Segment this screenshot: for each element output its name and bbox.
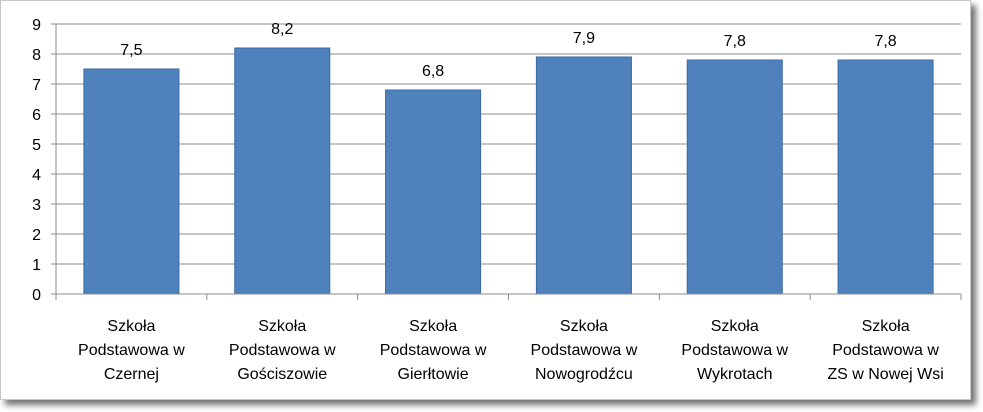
x-category-label-line: Gościszowie: [237, 366, 327, 383]
y-tick-label: 6: [32, 107, 41, 124]
y-axis: 0 1 2 3 4 5 6 7 8 9: [32, 17, 57, 304]
bar: [234, 47, 331, 295]
bar: [385, 89, 482, 295]
x-category-label: Szkoła Podstawowa w Czernej: [78, 318, 185, 383]
y-tick-label: 1: [32, 257, 41, 274]
y-tick-label: 2: [32, 227, 41, 244]
data-label: 7,8: [724, 33, 746, 50]
x-category-label-line: Szkoła: [862, 318, 910, 335]
y-tick-label: 4: [32, 167, 41, 184]
data-labels: 7,5 8,2 6,8 7,9 7,8 7,8: [120, 21, 897, 80]
x-category-label: Szkoła Podstawowa w Wykrotach: [681, 318, 788, 383]
x-category-label-line: Nowogrodźcu: [535, 366, 633, 383]
x-category-label-line: Podstawowa w: [229, 342, 336, 359]
x-category-label-line: ZS w Nowej Wsi: [827, 366, 943, 383]
x-category-label-line: Szkoła: [409, 318, 457, 335]
x-category-label: Szkoła Podstawowa w Gierłtowie: [380, 318, 487, 383]
x-category-label-line: Podstawowa w: [78, 342, 185, 359]
y-tick-label: 5: [32, 137, 41, 154]
data-label: 7,8: [874, 33, 896, 50]
x-category-label-line: Szkoła: [560, 318, 608, 335]
x-category-label-line: Czernej: [104, 366, 159, 383]
x-category-label: Szkoła Podstawowa w Gościszowie: [229, 318, 336, 383]
x-category-label-line: Podstawowa w: [832, 342, 939, 359]
x-category-label: Szkoła Podstawowa w Nowogrodźcu: [531, 318, 638, 383]
x-category-label-line: Szkoła: [107, 318, 155, 335]
data-label: 7,9: [573, 30, 595, 47]
data-label: 7,5: [120, 42, 142, 59]
y-tick-label: 9: [32, 17, 41, 34]
x-axis: Szkoła Podstawowa w Czernej Szkoła Podstawow…: [55, 293, 962, 383]
y-tick-label: 0: [32, 287, 41, 304]
x-category-label-line: Szkoła: [711, 318, 759, 335]
bar: [83, 68, 180, 295]
x-category-label-line: Podstawowa w: [681, 342, 788, 359]
gridlines: [56, 23, 961, 265]
x-category-label-line: Wykrotach: [697, 366, 772, 383]
bar: [837, 59, 934, 295]
bar: [535, 56, 632, 295]
data-label: 8,2: [271, 21, 293, 38]
data-label: 6,8: [422, 63, 444, 80]
x-category-label: Szkoła Podstawowa w ZS w Nowej Wsi: [827, 318, 943, 383]
bar: [686, 59, 783, 295]
x-category-label-line: Gierłtowie: [398, 366, 469, 383]
x-category-label-line: Szkoła: [258, 318, 306, 335]
bars: [83, 47, 934, 295]
x-category-label-line: Podstawowa w: [531, 342, 638, 359]
y-tick-label: 7: [32, 77, 41, 94]
y-tick-label: 3: [32, 197, 41, 214]
y-tick-label: 8: [32, 47, 41, 64]
x-category-label-line: Podstawowa w: [380, 342, 487, 359]
